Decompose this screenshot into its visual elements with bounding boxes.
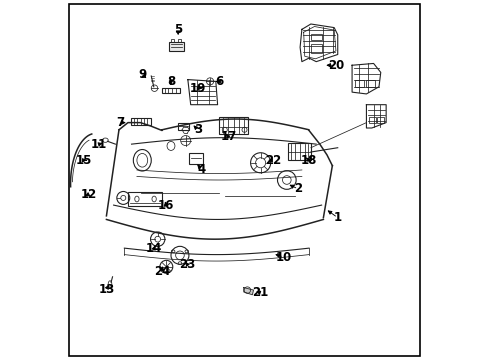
Text: 22: 22: [264, 154, 281, 167]
Bar: [131, 118, 150, 126]
Text: 18: 18: [300, 154, 317, 167]
Text: 15: 15: [76, 154, 92, 167]
Bar: [310, 44, 321, 53]
Text: 10: 10: [275, 251, 291, 264]
Bar: [287, 143, 310, 160]
Bar: [169, 42, 183, 51]
Bar: [354, 80, 363, 87]
Text: 9: 9: [138, 68, 146, 81]
Text: 3: 3: [193, 123, 202, 136]
Text: 6: 6: [215, 75, 223, 88]
Text: 13: 13: [98, 283, 114, 296]
Text: 24: 24: [154, 265, 170, 278]
Polygon shape: [244, 288, 253, 295]
Bar: [128, 192, 162, 206]
Text: 11: 11: [91, 138, 107, 150]
Text: 12: 12: [80, 188, 97, 201]
Bar: [178, 39, 181, 42]
Bar: [368, 117, 376, 123]
Bar: [219, 117, 247, 134]
Bar: [366, 80, 375, 87]
Text: 20: 20: [327, 59, 344, 72]
Bar: [310, 34, 321, 40]
Text: 1: 1: [333, 211, 341, 224]
Text: 14: 14: [145, 242, 162, 255]
Bar: [162, 88, 180, 93]
Text: 19: 19: [189, 82, 205, 95]
Text: 17: 17: [220, 130, 236, 144]
Bar: [376, 117, 383, 123]
Text: 5: 5: [174, 23, 182, 36]
Text: 21: 21: [252, 287, 268, 300]
Text: 7: 7: [117, 116, 124, 129]
Bar: [171, 39, 174, 42]
Text: 23: 23: [179, 258, 195, 271]
Text: 2: 2: [294, 183, 302, 195]
Bar: [188, 153, 203, 164]
Text: 8: 8: [166, 75, 175, 88]
Bar: [178, 123, 188, 130]
Text: 16: 16: [157, 199, 173, 212]
Text: 4: 4: [197, 163, 205, 176]
